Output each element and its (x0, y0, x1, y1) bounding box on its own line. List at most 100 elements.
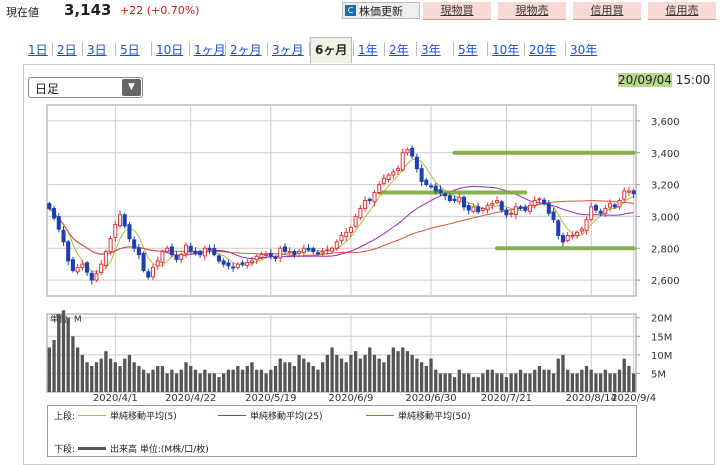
volume-bar (613, 373, 617, 392)
volume-bar (193, 369, 198, 392)
candle-body (179, 254, 184, 260)
chart-time: 15:00 (675, 73, 711, 87)
candle-body (118, 214, 123, 227)
volume-bar (330, 347, 334, 392)
volume-bar (71, 336, 75, 392)
legend-volume: 出来高 単位:(M株/口/枚) (78, 442, 209, 455)
tab-9[interactable]: 1年 (358, 43, 378, 57)
volume-bar (608, 373, 612, 392)
volume-bar (240, 369, 245, 392)
volume-bar (401, 347, 405, 392)
candle-body (94, 273, 99, 281)
volume-bar (259, 369, 264, 392)
volume-bar (481, 373, 485, 392)
spot-buy-button[interactable]: 現物買 (423, 2, 491, 20)
legend-ma50-label: 単純移動平均(50) (398, 412, 471, 422)
candle-body (66, 241, 71, 262)
volume-bar (622, 358, 626, 392)
volume-bar (528, 373, 532, 392)
candle-body (292, 250, 297, 256)
tab-7[interactable]: 3ヶ月 (272, 43, 304, 57)
candle-body (278, 247, 283, 259)
tab-13[interactable]: 10年 (492, 43, 520, 57)
volume-bar (500, 373, 504, 392)
tab-0[interactable]: 1日 (28, 43, 48, 57)
candle-body (570, 235, 575, 238)
price-tick-label: 3,000 (651, 212, 680, 223)
x-tick-label: 2020/6/30 (405, 393, 456, 404)
volume-bar (424, 366, 428, 392)
chart-datetime: 20/09/04 15:00 (618, 73, 710, 87)
volume-bar (151, 369, 155, 392)
candle-body (617, 200, 622, 208)
volume-bar (537, 366, 542, 392)
volume-bar (236, 366, 240, 392)
candle-body (259, 254, 264, 258)
tab-14[interactable]: 20年 (529, 43, 557, 57)
margin-sell-button[interactable]: 信用売 (648, 2, 716, 20)
volume-bar (217, 377, 221, 392)
candle-body (466, 205, 471, 211)
tab-separator (524, 42, 525, 56)
x-tick-label: 2020/7/21 (481, 393, 532, 404)
legend-ma50-swatch (366, 415, 394, 416)
tab-3[interactable]: 5日 (120, 43, 140, 57)
volume-bar (321, 362, 325, 392)
candle-body (155, 260, 160, 267)
volume-bar (382, 362, 386, 392)
tab-5[interactable]: 1ヶ月 (194, 43, 226, 57)
volume-bar (476, 377, 480, 392)
volume-bar (75, 347, 80, 392)
candle-body (424, 179, 429, 186)
candle-body (61, 229, 66, 243)
tab-4[interactable]: 10日 (156, 43, 184, 57)
tab-12[interactable]: 5年 (458, 43, 478, 57)
spot-sell-button[interactable]: 現物売 (498, 2, 566, 20)
tab-1[interactable]: 2日 (57, 43, 77, 57)
candle-body (320, 250, 325, 254)
volume-tick-label: 5M (651, 369, 666, 380)
volume-bar (396, 351, 400, 392)
volume-tick-label: 15M (651, 332, 672, 343)
candle-body (249, 260, 255, 264)
tab-15[interactable]: 30年 (570, 43, 598, 57)
tab-6[interactable]: 2ヶ月 (230, 43, 262, 57)
tab-8[interactable]: 6ヶ月 (310, 37, 353, 63)
period-select[interactable]: 日足 ▼ (28, 77, 143, 98)
tab-10[interactable]: 2年 (389, 43, 409, 57)
candle-body (353, 215, 358, 227)
volume-bar (358, 358, 362, 392)
tab-separator (82, 42, 83, 56)
volume-bar (104, 351, 108, 392)
candle-body (542, 199, 547, 205)
margin-buy-button[interactable]: 信用買 (573, 2, 641, 20)
candle-body (622, 190, 627, 200)
volume-bar (203, 369, 207, 392)
volume-bar (339, 358, 344, 392)
volume-bar (306, 362, 311, 392)
candle-body (334, 241, 339, 249)
candle-body (85, 262, 90, 273)
candle-body (235, 263, 240, 268)
volume-bar (141, 369, 146, 392)
candle-body (575, 231, 580, 237)
tab-2[interactable]: 3日 (87, 43, 107, 57)
volume-bar (353, 351, 358, 392)
volume-bar (47, 347, 52, 392)
refresh-price-button[interactable]: C 株価更新 (342, 2, 420, 19)
volume-bar (631, 373, 636, 392)
candle-body (80, 263, 85, 268)
volume-bar (509, 373, 513, 392)
volume-bar (292, 366, 297, 392)
tab-separator (115, 42, 116, 56)
period-tabs: 1日 2日 3日 5日 10日 1ヶ月 2ヶ月 3ヶ月 6ヶ月 1年 2年 3年 5年 10年 20年 30年 (24, 37, 709, 63)
candle-body (560, 235, 565, 243)
price-tick-label: 2,800 (651, 244, 680, 255)
volume-bar (368, 347, 372, 392)
volume-bar (415, 358, 419, 392)
volume-bar (66, 317, 70, 392)
volume-bar (584, 366, 589, 392)
legend-ma50: 単純移動平均(50) (366, 409, 470, 422)
tab-11[interactable]: 3年 (421, 43, 441, 57)
